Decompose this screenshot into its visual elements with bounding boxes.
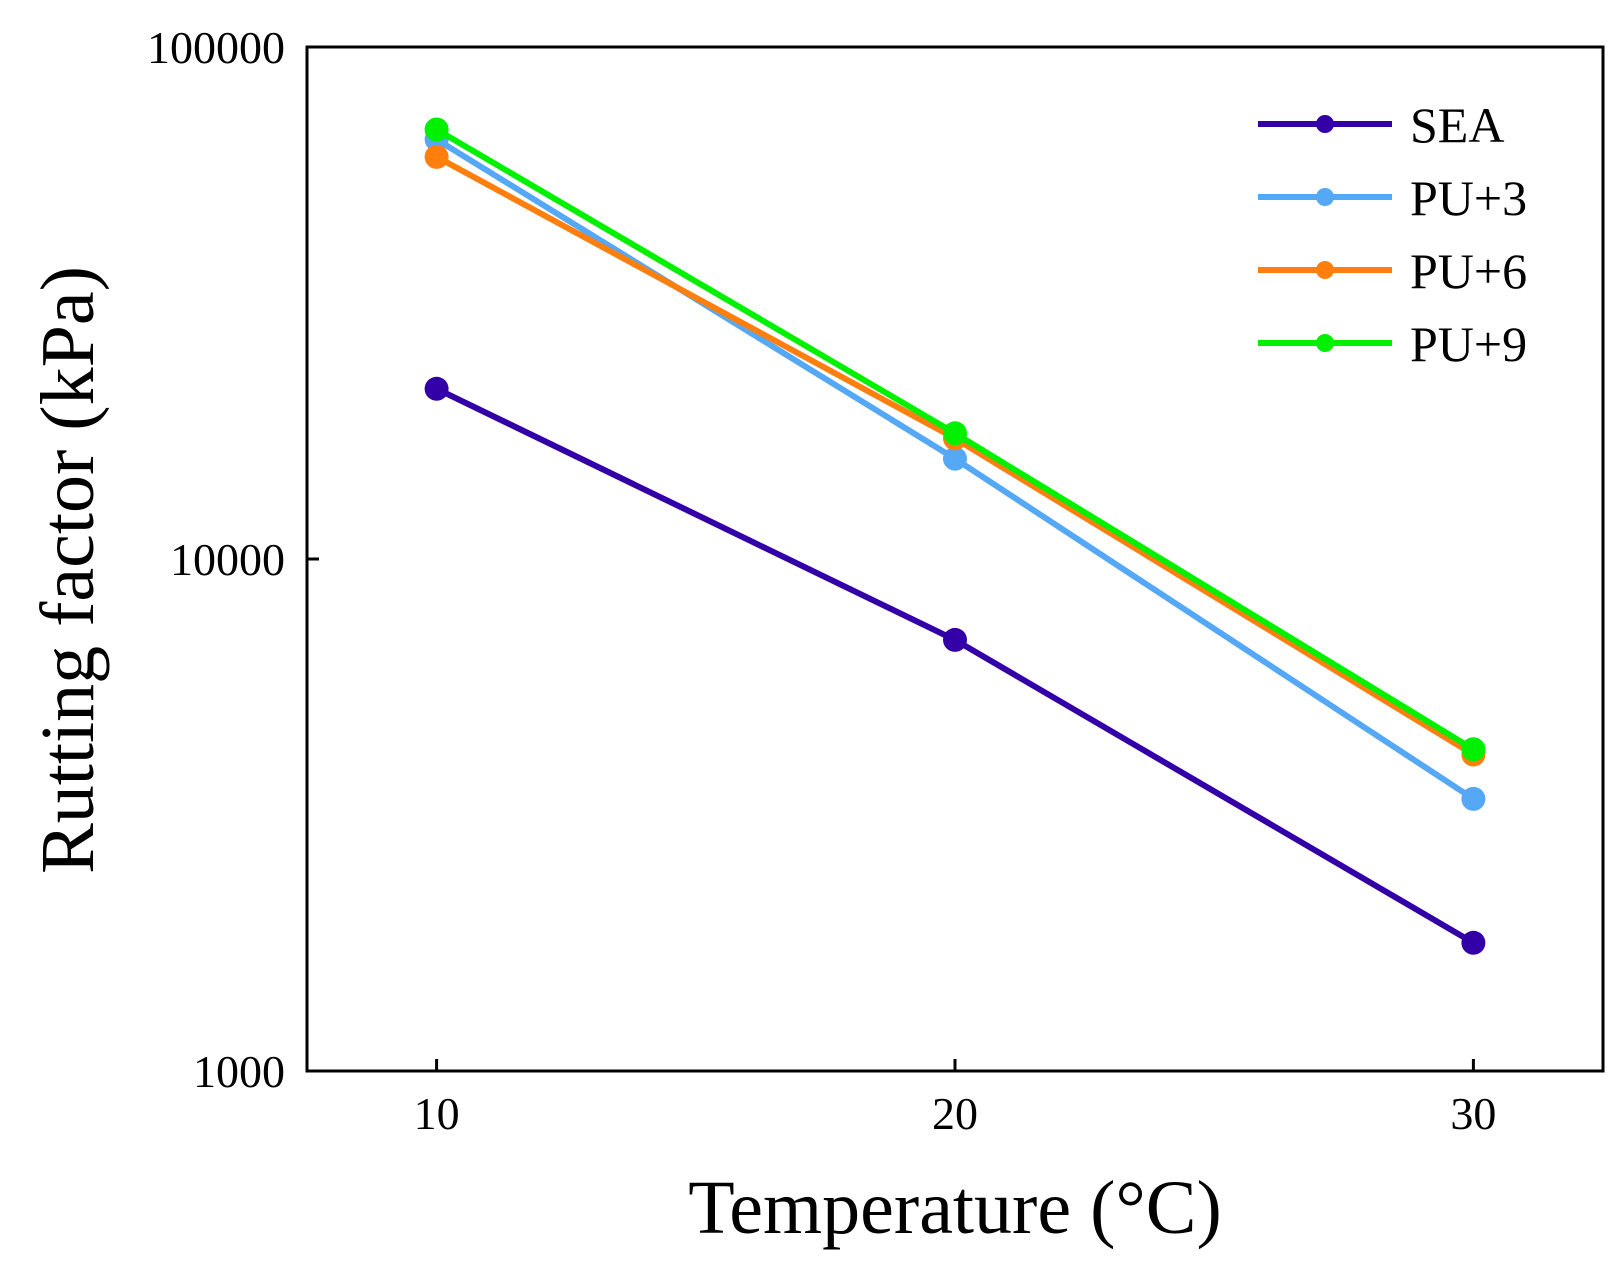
plot-frame <box>305 45 1605 1073</box>
legend-marker <box>1316 115 1334 133</box>
legend-label: PU+9 <box>1410 316 1527 372</box>
axes: 10 20 30 1000 10000 100000 <box>147 22 1605 1139</box>
series-pu-9 <box>424 117 1486 762</box>
series-sea <box>424 376 1486 955</box>
data-point <box>943 446 967 471</box>
y-tick-label: 1000 <box>193 1046 285 1097</box>
legend: SEA PU+3 PU+6 PU+9 <box>1258 97 1527 372</box>
y-tick-label: 10000 <box>170 534 285 585</box>
x-axis-title: Temperature (°C) <box>688 1166 1222 1250</box>
data-point <box>943 421 967 446</box>
y-axis-title: Rutting factor (kPa) <box>26 266 110 874</box>
x-tick-label: 10 <box>414 1088 460 1139</box>
data-point <box>424 117 449 142</box>
data-point <box>1461 786 1486 811</box>
legend-label: PU+6 <box>1410 243 1527 299</box>
series-pu-3 <box>424 127 1486 811</box>
y-tick-label: 100000 <box>147 22 285 73</box>
data-point <box>943 627 967 652</box>
data-point <box>424 376 449 401</box>
x-tick-label: 30 <box>1450 1088 1496 1139</box>
series-layer <box>424 117 1486 955</box>
x-tick-label: 20 <box>932 1088 978 1139</box>
series-line <box>435 386 1475 946</box>
legend-marker <box>1316 334 1334 352</box>
legend-label: SEA <box>1410 97 1504 153</box>
data-point <box>1461 737 1486 762</box>
data-point <box>1461 930 1486 955</box>
legend-label: PU+3 <box>1410 170 1527 226</box>
data-point <box>424 144 449 169</box>
legend-marker <box>1316 188 1334 206</box>
legend-marker <box>1316 261 1334 279</box>
